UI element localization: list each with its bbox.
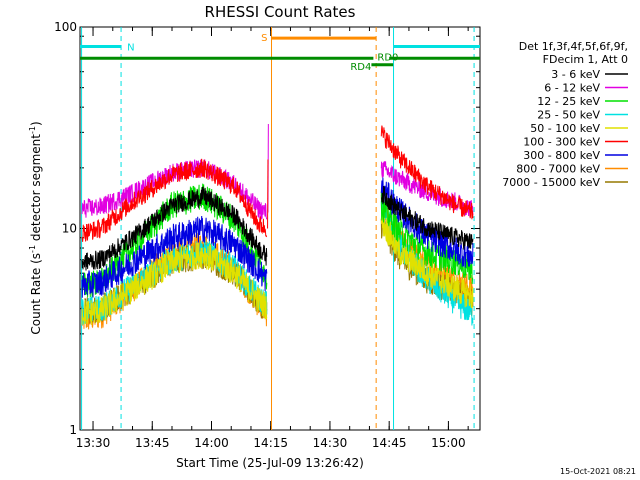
plot-area: 1 10 100 13:30 13:45 14:00 14:15 14:30 14:45 15:0… xyxy=(54,20,481,450)
x-tick-label: 13:45 xyxy=(135,436,170,450)
legend-entry-label: 800 - 7000 keV xyxy=(516,163,600,176)
chart-title: RHESSI Count Rates xyxy=(205,3,356,21)
series-line xyxy=(380,125,474,220)
x-axis-label: Start Time (25-Jul-09 13:26:42) xyxy=(176,456,364,470)
series-line xyxy=(381,185,474,250)
y-tick-label: 10 xyxy=(62,222,77,236)
series-line xyxy=(81,186,268,271)
legend-entry-label: 25 - 50 keV xyxy=(537,109,600,122)
y-axis-label-part2: detector segment xyxy=(29,134,43,245)
x-tick-label: 15:00 xyxy=(431,436,466,450)
timestamp: 15-Oct-2021 08:21 xyxy=(560,467,636,476)
flag-label: S xyxy=(261,33,267,44)
series-line xyxy=(81,215,268,298)
y-axis-label: Count Rate (s-1 detector segment-1) xyxy=(28,121,43,334)
x-tick-label: 14:15 xyxy=(253,436,288,450)
x-tick-label: 13:30 xyxy=(76,436,111,450)
y-axis-label-sup2: -1 xyxy=(28,126,37,134)
legend-entry-label: 12 - 25 keV xyxy=(537,95,600,108)
legend-entry-label: 3 - 6 keV xyxy=(551,68,600,81)
legend-entry-label: 50 - 100 keV xyxy=(530,122,600,135)
flag-label: RD0 xyxy=(377,53,398,64)
x-tick-label: 14:45 xyxy=(372,436,407,450)
x-tick-label: 14:30 xyxy=(313,436,348,450)
series-line xyxy=(81,158,268,242)
legend-entry-label: 7000 - 15000 keV xyxy=(502,176,600,189)
legend-entry-label: 6 - 12 keV xyxy=(544,82,600,95)
y-tick-label: 1 xyxy=(69,423,77,437)
y-axis-label-part1: Count Rate (s xyxy=(29,253,43,335)
legend-entry-label: 100 - 300 keV xyxy=(523,136,600,149)
legend-header-line1: Det 1f,3f,4f,5f,6f,9f, xyxy=(519,40,628,53)
legend-header-line2: FDecim 1, Att 0 xyxy=(543,53,628,66)
flag-label: RD4 xyxy=(350,62,371,73)
x-tick-label: 14:00 xyxy=(194,436,229,450)
y-axis-label-sup1: -1 xyxy=(28,245,37,253)
series-line xyxy=(380,177,474,268)
flag-label: N xyxy=(127,43,134,54)
legend-entry-label: 300 - 800 keV xyxy=(523,149,600,162)
y-axis-label-part3: ) xyxy=(29,121,43,126)
y-tick-label: 100 xyxy=(54,20,77,34)
series-line xyxy=(81,242,268,326)
